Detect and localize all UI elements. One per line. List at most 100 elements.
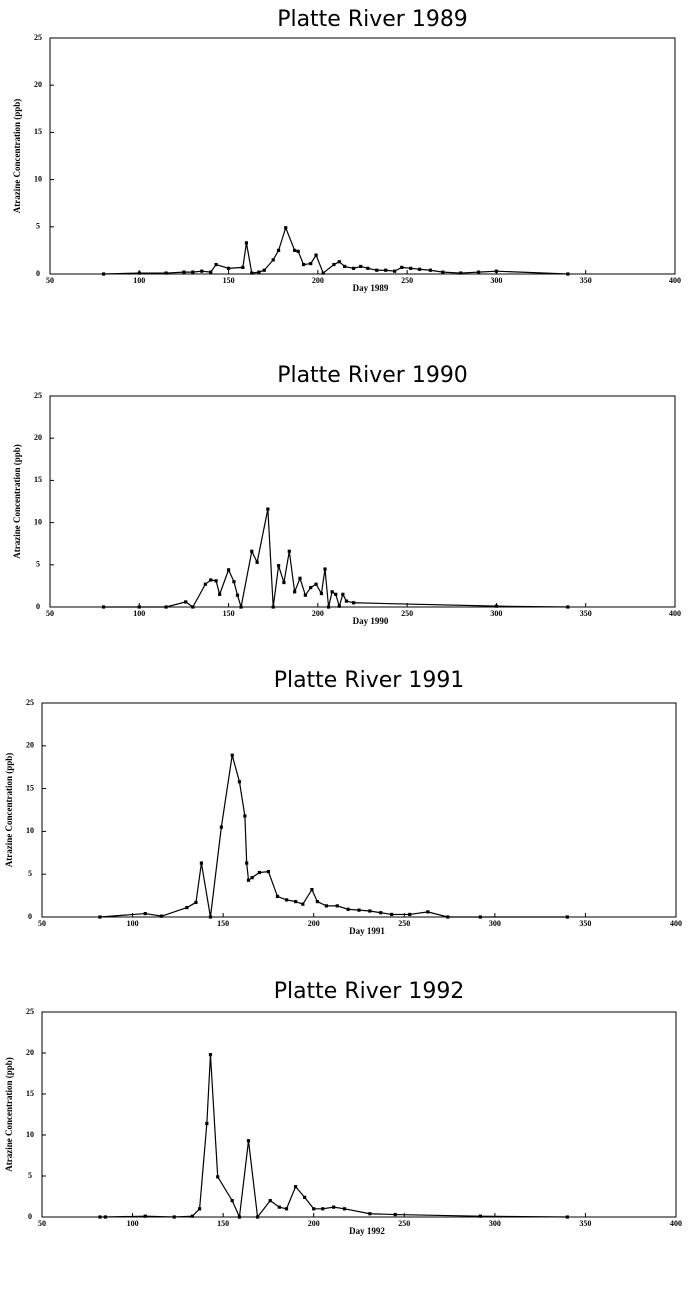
data-point <box>235 593 240 597</box>
data-point <box>359 264 363 269</box>
data-point <box>98 1215 102 1219</box>
data-point <box>366 266 370 270</box>
x-tick-label: 250 <box>398 919 410 928</box>
data-point <box>182 270 186 274</box>
x-axis-label: Day 1989 <box>353 283 389 293</box>
y-tick-label: 15 <box>34 127 42 136</box>
data-line <box>99 755 568 918</box>
data-point <box>314 253 318 257</box>
x-tick-label: 300 <box>489 1219 501 1228</box>
y-tick-label: 10 <box>34 517 42 526</box>
x-tick-label: 300 <box>490 609 502 618</box>
data-point <box>255 560 259 564</box>
data-point <box>277 1205 281 1209</box>
data-point <box>310 888 314 892</box>
data-point <box>208 915 213 919</box>
data-point <box>293 590 297 594</box>
y-tick-label: 10 <box>34 174 42 183</box>
y-tick-label: 0 <box>28 1212 32 1221</box>
data-point <box>219 825 223 829</box>
data-point <box>346 907 350 911</box>
data-point <box>303 593 307 597</box>
y-tick-label: 25 <box>34 391 42 400</box>
data-point <box>214 579 218 583</box>
data-point <box>250 271 254 275</box>
y-tick-label: 20 <box>26 741 34 750</box>
data-point <box>244 241 249 245</box>
x-tick-label: 250 <box>401 276 413 285</box>
x-axis-label: Day 1992 <box>349 1226 385 1236</box>
chart-title: Platte River 1992 <box>274 979 465 1004</box>
data-point <box>205 1121 209 1126</box>
data-point <box>216 1175 220 1179</box>
data-point <box>390 912 394 917</box>
data-point <box>284 1207 289 1211</box>
data-line <box>103 508 568 609</box>
data-point <box>342 1207 347 1211</box>
data-point <box>209 578 213 582</box>
x-tick-label: 100 <box>133 609 145 618</box>
x-axis-label: Day 1991 <box>349 926 385 936</box>
data-point <box>137 271 141 275</box>
data-point <box>357 908 361 912</box>
data-point <box>230 1199 234 1203</box>
data-point <box>293 248 297 252</box>
y-tick-label: 20 <box>34 433 42 442</box>
y-tick-label: 0 <box>28 912 32 921</box>
data-point <box>368 909 372 913</box>
data-point <box>476 270 481 274</box>
y-tick-label: 5 <box>28 1171 32 1180</box>
x-axis-label: Day 1990 <box>353 616 389 626</box>
data-point <box>384 268 388 272</box>
data-point <box>303 1195 307 1199</box>
data-point <box>184 600 188 604</box>
data-point <box>214 262 218 267</box>
y-tick-label: 5 <box>36 222 40 231</box>
data-point <box>494 269 499 273</box>
data-line <box>99 1054 568 1220</box>
data-point <box>268 1199 272 1203</box>
data-point <box>294 899 298 904</box>
y-tick-label: 25 <box>26 698 34 707</box>
data-point <box>351 601 356 605</box>
x-tick-label: 100 <box>127 919 139 928</box>
y-tick-label: 15 <box>26 783 34 792</box>
data-point <box>98 915 102 919</box>
data-point <box>197 1207 202 1211</box>
y-tick-label: 15 <box>26 1089 34 1098</box>
data-point <box>478 1214 482 1218</box>
data-point <box>393 1212 397 1217</box>
data-point <box>294 1185 298 1189</box>
data-point <box>159 914 164 918</box>
y-axis-label: Atrazine Concentration (ppb) <box>4 1057 14 1172</box>
data-point <box>565 1215 569 1219</box>
data-point <box>459 271 463 275</box>
data-point <box>326 605 331 609</box>
x-tick-label: 100 <box>133 276 145 285</box>
data-point <box>319 591 324 596</box>
x-tick-label: 200 <box>308 919 320 928</box>
data-point <box>271 605 275 609</box>
data-point <box>200 269 204 273</box>
chart-title: Platte River 1990 <box>277 363 468 388</box>
data-point <box>230 753 234 757</box>
data-point <box>284 898 289 902</box>
x-tick-label: 300 <box>489 919 501 928</box>
data-point <box>400 265 404 269</box>
data-point <box>309 585 313 590</box>
y-tick-label: 20 <box>34 80 42 89</box>
data-point <box>284 226 288 230</box>
data-point <box>237 1215 242 1219</box>
x-tick-label: 350 <box>579 1219 591 1228</box>
y-tick-label: 5 <box>28 869 32 878</box>
x-tick-label: 350 <box>580 276 592 285</box>
data-point <box>103 1215 107 1219</box>
data-point <box>565 915 569 919</box>
x-tick-label: 250 <box>398 1219 410 1228</box>
data-point <box>408 912 412 917</box>
y-axis-label: Atrazine Concentration (ppb) <box>12 444 22 559</box>
data-point <box>257 270 261 274</box>
x-tick-label: 350 <box>579 919 591 928</box>
plot-frame <box>49 395 676 608</box>
